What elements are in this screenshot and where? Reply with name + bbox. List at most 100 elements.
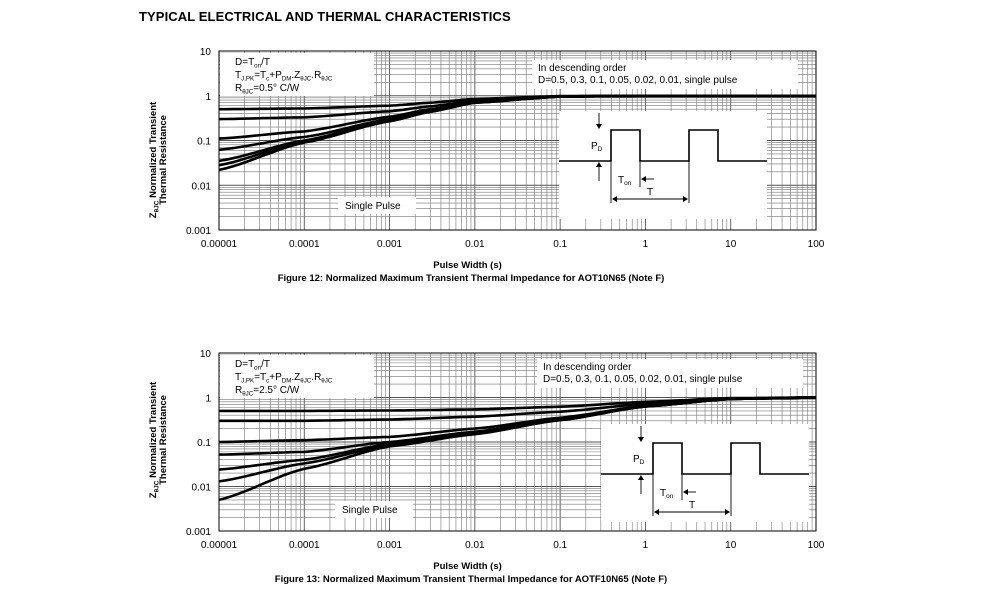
- plot-border: [218, 352, 817, 532]
- note-left-line: RθJC=0.5° C/W: [235, 83, 300, 96]
- series-group: [218, 396, 817, 502]
- subscript-text: θJC: [321, 76, 333, 83]
- t-label: T: [689, 500, 695, 511]
- figure-13-chart: 0.00001 0.0001 0.001 0.01 0.1 1 10 100 0.001 0.01…: [148, 349, 825, 585]
- series-line: [218, 94, 816, 172]
- note-right-line: In descending order: [543, 362, 632, 373]
- note-text: T: [260, 372, 266, 383]
- y-tick-label: 0.01: [192, 181, 212, 192]
- subscript-text: on: [666, 493, 674, 500]
- note-text: Z: [294, 372, 300, 383]
- arrowhead: [725, 509, 730, 515]
- plot-border: [218, 50, 817, 231]
- note-text: T: [248, 359, 254, 370]
- note-text: =2.5° C/W: [253, 385, 300, 396]
- arrowhead: [654, 509, 659, 515]
- note-text: R: [314, 70, 321, 81]
- note-text: .: [291, 70, 294, 81]
- subscript-text: D: [640, 459, 645, 466]
- figure-caption: Figure 12: Normalized Maximum Transient …: [278, 273, 665, 284]
- arrowhead: [641, 176, 646, 182]
- note-box-left: [220, 53, 374, 96]
- y-axis-label: ZθJC Normalized Transient Thermal Resista…: [148, 101, 169, 218]
- note-text: R: [235, 385, 242, 396]
- y-tick-label: 10: [200, 349, 212, 360]
- note-text: P: [275, 372, 282, 383]
- subscript-text: J,PK: [241, 378, 255, 385]
- x-tick-label: 0.0001: [289, 540, 320, 551]
- subscript-text: c: [266, 76, 269, 83]
- page-title: TYPICAL ELECTRICAL AND THERMAL CHARACTER…: [139, 9, 511, 24]
- note-text: +: [269, 372, 275, 383]
- note-text: /T: [261, 57, 270, 68]
- subscript-text: θJC: [300, 378, 312, 385]
- inset-background: [601, 424, 809, 522]
- subscript-text: on: [254, 63, 261, 70]
- note-text: D=: [235, 359, 248, 370]
- note-right-line: In descending order: [538, 63, 627, 74]
- figure-12-chart: 0.00001 0.0001 0.001 0.01 0.1 1 10 100 0.001 0.01…: [148, 47, 825, 284]
- x-tick-label: 0.001: [377, 239, 402, 250]
- note-text: =: [254, 70, 260, 81]
- note-left-line: RθJC=2.5° C/W: [235, 385, 300, 398]
- x-tick-label: 100: [808, 540, 825, 551]
- note-text: D=: [235, 57, 248, 68]
- arrowhead: [596, 162, 602, 167]
- subscript-text: DM: [282, 76, 292, 83]
- note-text: =: [254, 372, 260, 383]
- y-axis-label-part: Normalized Transient: [148, 101, 159, 201]
- subscript-text: θJC: [242, 391, 254, 398]
- note-text: .: [291, 372, 294, 383]
- note-text: Z: [294, 70, 300, 81]
- y-axis-label-part: θJC: [154, 200, 161, 212]
- y-tick-label: 0.1: [197, 137, 211, 148]
- t-label: T: [647, 187, 653, 198]
- pulse-waveform: [601, 442, 809, 475]
- subscript-text: DM: [282, 378, 292, 385]
- note-text: .: [311, 372, 314, 383]
- note-text: /T: [261, 359, 270, 370]
- x-tick-label: 10: [725, 540, 737, 551]
- y-tick-label: 10: [200, 47, 212, 58]
- x-tick-label: 0.1: [553, 239, 567, 250]
- note-text: R: [314, 372, 321, 383]
- subscript-text: θJC: [321, 378, 333, 385]
- x-axis-label: Pulse Width (s): [433, 260, 502, 271]
- note-box-right: [537, 359, 803, 388]
- subscript-text: θJC: [300, 76, 312, 83]
- series-group: [218, 94, 816, 172]
- x-tick-label: 10: [725, 239, 737, 250]
- note-text: T: [235, 372, 241, 383]
- x-tick-label: 0.00001: [201, 540, 238, 551]
- note-text: R: [235, 83, 242, 94]
- y-axis-label-part: Normalized Transient: [148, 381, 159, 481]
- y-tick-label: 0.1: [197, 438, 211, 449]
- x-tick-label: 0.01: [465, 540, 485, 551]
- y-axis-label-line1: ZθJC Normalized Transient: [148, 101, 161, 218]
- y-axis-label-part: Z: [148, 492, 159, 498]
- y-axis-label-line1: ZθJC Normalized Transient: [148, 381, 161, 498]
- y-tick-label: 0.001: [186, 527, 211, 538]
- arrowhead: [638, 475, 644, 480]
- note-left-line: TJ,PK=Tc+PDM.ZθJC.RθJC: [235, 70, 333, 83]
- series-line: [218, 396, 817, 502]
- note-text: .: [311, 70, 314, 81]
- y-axis-label: ZθJC Normalized Transient Thermal Resista…: [148, 381, 169, 498]
- x-axis-label: Pulse Width (s): [433, 561, 502, 572]
- arrowhead: [638, 437, 644, 442]
- figure-caption: Figure 13: Normalized Maximum Transient …: [275, 574, 667, 585]
- single-pulse-label: Single Pulse: [345, 201, 401, 212]
- arrowhead: [596, 124, 602, 129]
- note-box-left: [220, 355, 374, 398]
- x-tick-label: 0.0001: [289, 239, 320, 250]
- single-pulse-label: Single Pulse: [342, 505, 398, 516]
- note-left-line: D=Ton/T: [235, 359, 270, 372]
- x-tick-label: 0.00001: [201, 239, 238, 250]
- pd-label: PD: [633, 454, 645, 466]
- note-left-line: D=Ton/T: [235, 57, 270, 70]
- x-tick-label: 1: [643, 540, 649, 551]
- x-tick-label: 0.01: [465, 239, 485, 250]
